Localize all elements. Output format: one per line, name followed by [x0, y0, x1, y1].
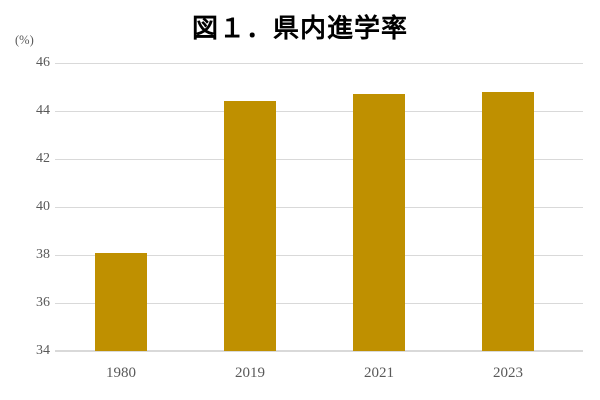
y-tick-label-38: 38 [36, 247, 50, 262]
x-tick-label-2023: 2023 [493, 365, 523, 381]
gridline-46 [55, 62, 583, 64]
y-tick-label-44: 44 [36, 103, 50, 118]
bar-2019 [224, 101, 276, 351]
x-tick-label-2019: 2019 [235, 365, 265, 381]
y-axis-unit-label: (%) [15, 33, 34, 47]
y-tick-label-46: 46 [36, 55, 50, 70]
bar-2021 [353, 94, 405, 351]
y-tick-label-36: 36 [36, 295, 50, 310]
gridline-38 [55, 254, 583, 256]
bar-2023 [482, 91, 534, 351]
y-tick-label-34: 34 [36, 343, 50, 358]
gridline-44 [55, 110, 583, 112]
x-tick-label-2021: 2021 [364, 365, 394, 381]
gridline-42 [55, 158, 583, 160]
gridline-36 [55, 302, 583, 304]
y-tick-label-42: 42 [36, 151, 50, 166]
y-tick-label-40: 40 [36, 199, 50, 214]
bar-1980 [95, 252, 147, 351]
x-axis-line [55, 350, 583, 352]
x-tick-label-1980: 1980 [106, 365, 136, 381]
gridline-40 [55, 206, 583, 208]
chart-title: 図１．県内進学率 [191, 13, 408, 43]
